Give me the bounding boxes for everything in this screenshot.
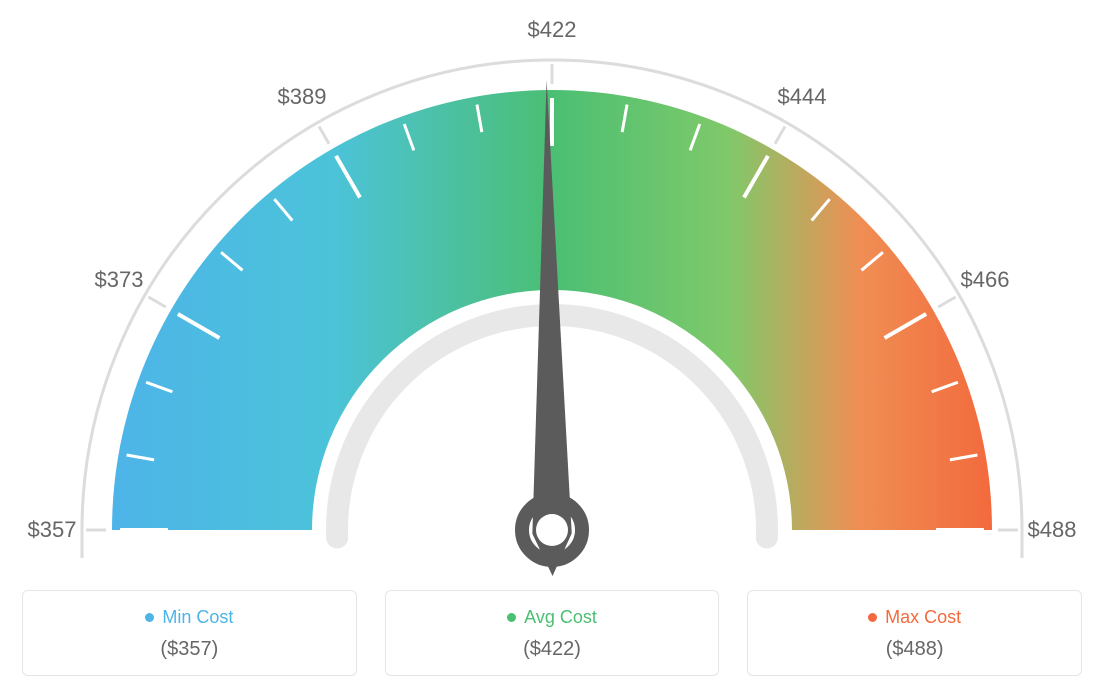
gauge-tick-label: $389 xyxy=(278,84,327,110)
legend-label-avg-text: Avg Cost xyxy=(524,607,597,628)
legend-row: Min Cost ($357) Avg Cost ($422) Max Cost… xyxy=(22,590,1082,676)
legend-label-min: Min Cost xyxy=(145,607,233,628)
gauge-tick-label: $373 xyxy=(95,267,144,293)
gauge-tick-label: $488 xyxy=(1028,517,1077,543)
legend-card-min: Min Cost ($357) xyxy=(22,590,357,676)
legend-label-avg: Avg Cost xyxy=(507,607,597,628)
legend-label-min-text: Min Cost xyxy=(162,607,233,628)
gauge-tick-label: $444 xyxy=(778,84,827,110)
dot-icon xyxy=(145,613,154,622)
legend-card-avg: Avg Cost ($422) xyxy=(385,590,720,676)
legend-label-max-text: Max Cost xyxy=(885,607,961,628)
legend-value-avg: ($422) xyxy=(386,638,719,661)
legend-label-max: Max Cost xyxy=(868,607,961,628)
dot-icon xyxy=(868,613,877,622)
gauge-tick-label: $466 xyxy=(961,267,1010,293)
dot-icon xyxy=(507,613,516,622)
legend-value-max: ($488) xyxy=(748,638,1081,661)
gauge-tick-label: $357 xyxy=(28,517,77,543)
gauge-tick-label: $422 xyxy=(528,17,577,43)
legend-card-max: Max Cost ($488) xyxy=(747,590,1082,676)
cost-gauge-chart: $357 $373 $389 $422 $444 $466 $488 xyxy=(22,20,1082,580)
legend-value-min: ($357) xyxy=(23,638,356,661)
gauge-svg xyxy=(22,20,1082,580)
